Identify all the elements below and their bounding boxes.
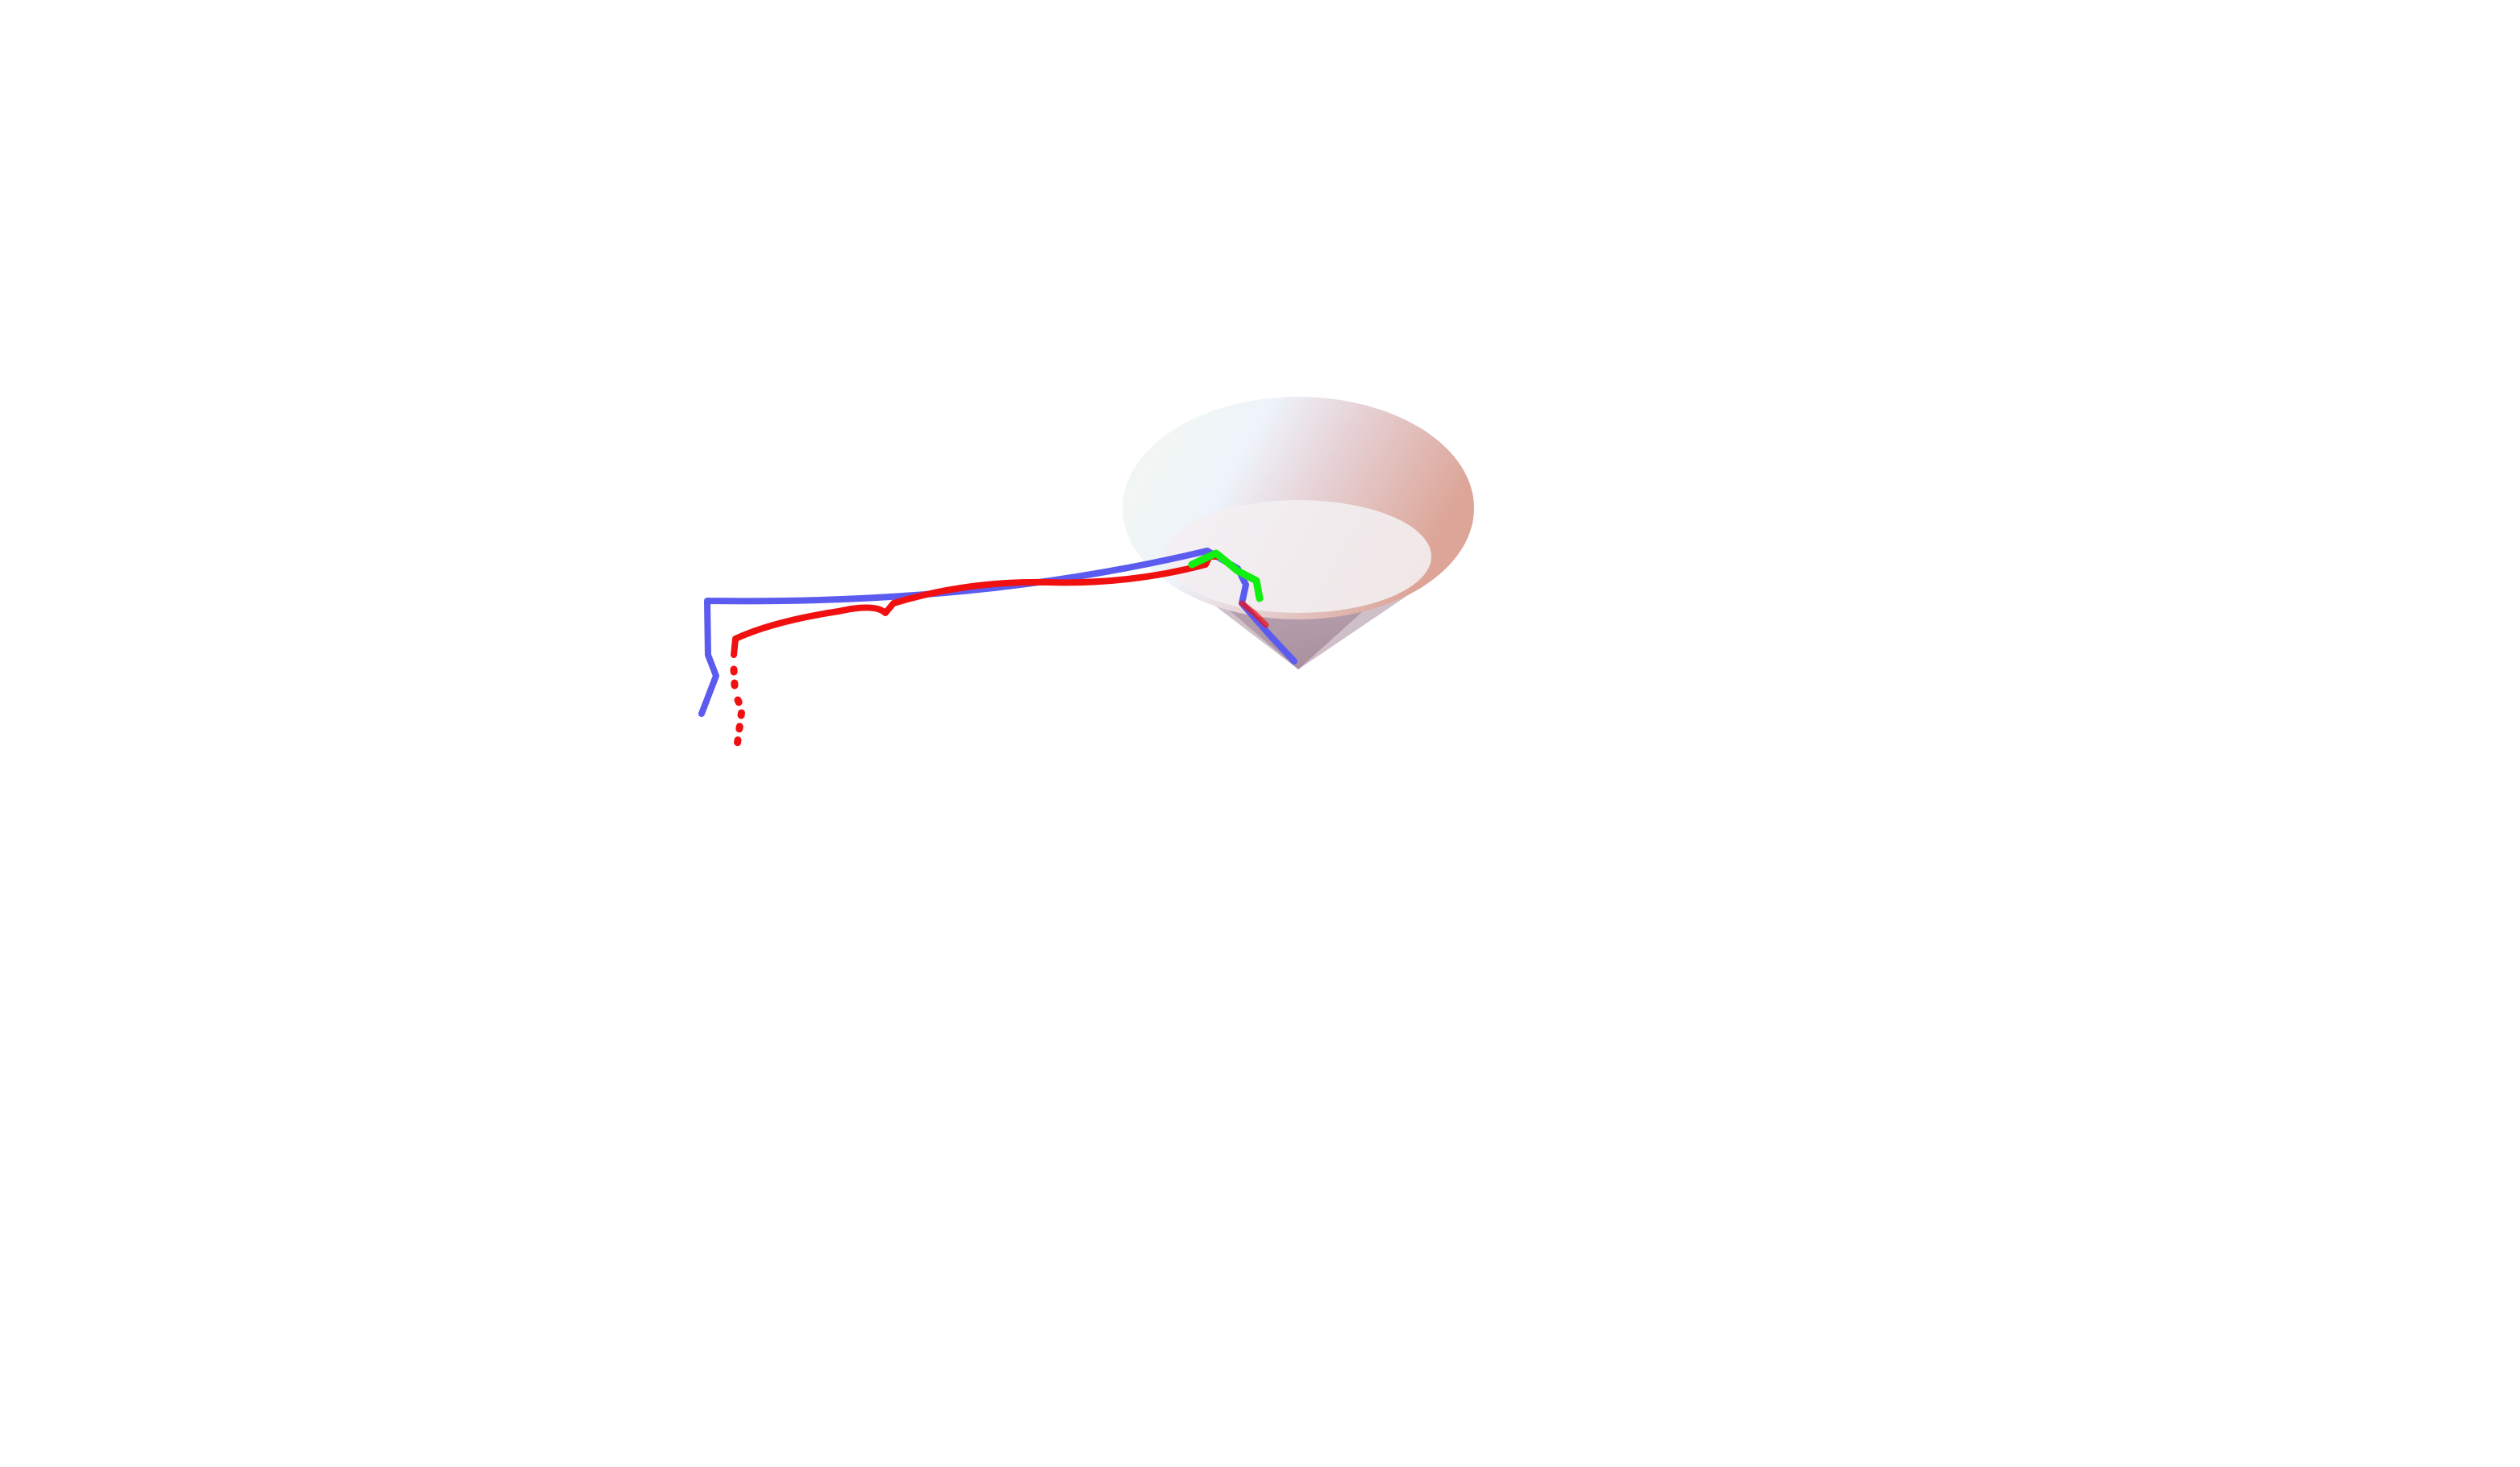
red-path-dotted — [730, 665, 746, 750]
red-path — [731, 553, 1221, 658]
red-path-cone-section — [1239, 600, 1269, 628]
trajectory-paths — [698, 548, 1297, 750]
green-path — [1188, 549, 1264, 602]
blue-path — [698, 548, 1297, 717]
cone — [1123, 397, 1474, 669]
cone-rim-inner — [1165, 500, 1431, 613]
